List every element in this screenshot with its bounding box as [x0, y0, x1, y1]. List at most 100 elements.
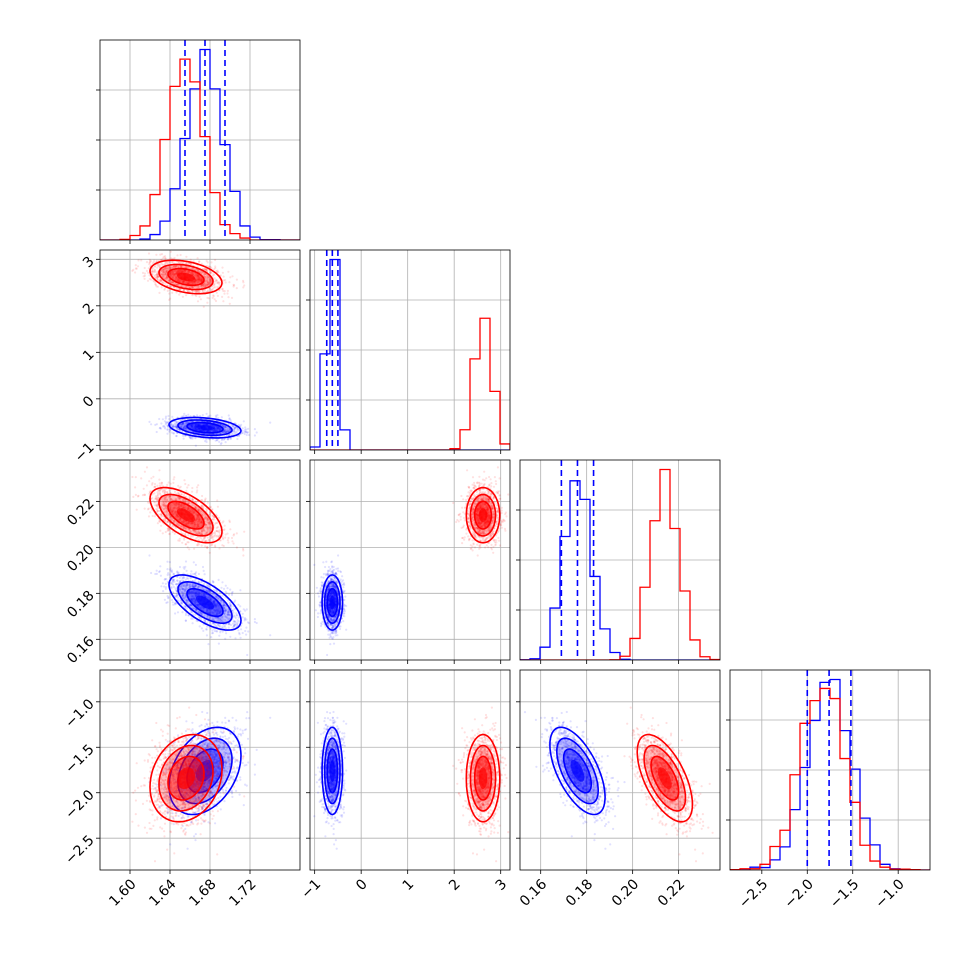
scatter-point [229, 636, 231, 638]
scatter-point [156, 570, 158, 572]
scatter-point [244, 619, 246, 621]
scatter-point [185, 490, 187, 492]
scatter-point [171, 292, 173, 294]
scatter-point [156, 431, 158, 433]
scatter-point [169, 567, 171, 569]
scatter-point [222, 631, 224, 633]
scatter-point [159, 565, 161, 567]
scatter-point [190, 573, 192, 575]
scatter-point [256, 622, 258, 624]
scatter-point [177, 245, 179, 247]
scatter-point [165, 586, 167, 588]
scatter-point [164, 287, 166, 289]
scatter-point [160, 422, 162, 424]
scatter-point [228, 593, 230, 595]
scatter-point [183, 568, 185, 570]
scatter-point [216, 292, 218, 294]
scatter-point [132, 496, 134, 498]
scatter-point [164, 599, 166, 601]
scatter-point [199, 625, 201, 627]
y-tick-label: −1 [72, 440, 98, 466]
scatter-point [144, 278, 146, 280]
scatter-point [226, 292, 228, 294]
scatter-point [210, 627, 212, 629]
scatter-point [242, 430, 244, 432]
scatter-point [182, 435, 184, 437]
scatter-point [174, 612, 176, 614]
x-tick-label: −1.0 [872, 876, 907, 911]
scatter-point [179, 538, 181, 540]
scatter-point [209, 552, 211, 554]
scatter-point [160, 585, 162, 587]
scatter-point [136, 268, 138, 270]
panel-2-0: 0.160.180.200.22 [64, 460, 300, 667]
scatter-point [243, 420, 245, 422]
scatter-point [187, 614, 189, 616]
scatter-point [171, 416, 173, 418]
scatter-point [231, 275, 233, 277]
scatter-point [254, 618, 256, 620]
scatter-point [242, 427, 244, 429]
scatter-point [206, 260, 208, 262]
scatter-point [228, 414, 230, 416]
scatter-point [218, 441, 220, 443]
scatter-point [196, 414, 198, 416]
scatter-point [148, 421, 150, 423]
scatter-point [269, 422, 271, 424]
scatter-point [225, 441, 227, 443]
scatter-point [247, 428, 249, 430]
scatter-point [210, 636, 212, 638]
scatter-point [183, 479, 185, 481]
scatter-point [185, 294, 187, 296]
scatter-point [237, 604, 239, 606]
scatter-point [140, 477, 142, 479]
scatter-point [159, 254, 161, 256]
scatter-point [148, 252, 150, 254]
scatter-point [160, 575, 162, 577]
scatter-point [182, 296, 184, 298]
scatter-point [225, 281, 227, 283]
scatter-point [206, 441, 208, 443]
scatter-point [137, 265, 139, 267]
scatter-point [176, 570, 178, 572]
scatter-point [167, 415, 169, 417]
scatter-point [242, 286, 244, 288]
scatter-point [246, 654, 248, 656]
panel-content [100, 40, 300, 240]
scatter-point [248, 622, 250, 624]
scatter-point [215, 416, 217, 418]
scatter-point [159, 482, 161, 484]
scatter-point [170, 483, 172, 485]
scatter-point [164, 420, 166, 422]
scatter-point [212, 581, 214, 583]
scatter-point [144, 272, 146, 274]
scatter-point [200, 298, 202, 300]
scatter-point [208, 266, 210, 268]
scatter-point [144, 471, 146, 473]
scatter-point [204, 545, 206, 547]
scatter-point [206, 302, 208, 304]
scatter-point [211, 630, 213, 632]
scatter-point [156, 573, 158, 575]
scatter-point [134, 271, 136, 273]
scatter-point [246, 434, 248, 436]
scatter-point [209, 415, 211, 417]
scatter-point [169, 533, 171, 535]
scatter-point [220, 443, 222, 445]
scatter-point [147, 280, 149, 282]
scatter-point [181, 611, 183, 613]
scatter-point [162, 257, 164, 259]
scatter-point [211, 632, 213, 634]
y-tick-label: 3 [80, 254, 98, 272]
scatter-point [195, 445, 197, 447]
scatter-point [194, 573, 196, 575]
y-tick-label: 0 [80, 393, 98, 411]
scatter-point [166, 568, 168, 570]
scatter-point [206, 413, 208, 415]
scatter-point [169, 561, 171, 563]
scatter-point [166, 561, 168, 563]
scatter-point [220, 587, 222, 589]
y-tick-label: 2 [80, 300, 98, 318]
scatter-point [242, 280, 244, 282]
panel-content [310, 250, 510, 450]
